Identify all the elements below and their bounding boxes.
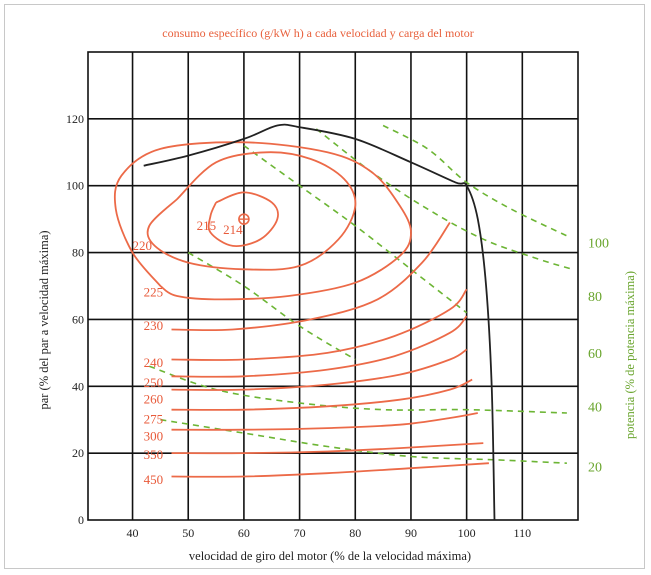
plot-border	[87, 51, 579, 521]
consumption-contour	[113, 141, 412, 301]
y-tick-label: 100	[66, 179, 84, 193]
contour-label: 250	[144, 375, 164, 390]
contour-label: 350	[144, 447, 164, 462]
consumption-contour	[171, 378, 473, 411]
y-tick-label: 120	[66, 112, 84, 126]
consumption-contour	[171, 462, 489, 478]
contour-label: 260	[144, 392, 164, 407]
consumption-contour	[207, 191, 279, 248]
x-tick-label: 40	[127, 526, 139, 540]
y-tick-label: 20	[72, 446, 84, 460]
x-tick-label: 100	[458, 526, 476, 540]
consumption-contour	[171, 221, 451, 332]
contour-label: 230	[144, 318, 164, 333]
iso-power-line	[187, 251, 356, 361]
contour-label: 225	[144, 285, 164, 300]
power-tick-label: 60	[588, 347, 602, 362]
y-tick-label: 80	[72, 246, 84, 260]
x-tick-label: 60	[238, 526, 250, 540]
contour-label: 450	[144, 472, 164, 487]
optimum-label: 214	[223, 222, 243, 237]
consumption-contour	[171, 442, 484, 455]
consumption-contour	[171, 288, 468, 361]
consumption-contour	[171, 412, 478, 431]
contour-label: 275	[144, 412, 164, 427]
contour-label: 220	[133, 238, 153, 253]
x-tick-label: 110	[514, 526, 532, 540]
power-axis-label: potencia (% de potencia máxima)	[623, 271, 637, 439]
consumption-contour	[146, 151, 357, 271]
contour-label: 300	[144, 428, 164, 443]
x-tick-label: 70	[294, 526, 306, 540]
x-tick-label: 80	[349, 526, 361, 540]
x-axis-label: velocidad de giro del motor (% de la vel…	[189, 549, 471, 563]
consumption-contour	[171, 348, 468, 391]
max-torque-curve	[143, 123, 496, 521]
y-tick-label: 0	[78, 513, 84, 527]
iso-power-line	[243, 144, 468, 314]
contour-label: 240	[144, 355, 164, 370]
iso-power-line	[382, 124, 568, 237]
x-tick-label: 90	[405, 526, 417, 540]
power-tick-label: 40	[588, 400, 602, 415]
consumption-contour	[171, 315, 468, 378]
power-tick-label: 80	[588, 290, 602, 305]
y-tick-label: 40	[72, 379, 84, 393]
chart-title: consumo específico (g/kW h) a cada veloc…	[162, 26, 473, 40]
contour-label: 215	[197, 218, 217, 233]
y-axis-label: par (% del par a velocidad máxima)	[37, 230, 51, 409]
power-tick-label: 100	[588, 237, 609, 252]
x-tick-label: 50	[182, 526, 194, 540]
y-tick-label: 60	[72, 312, 84, 326]
chart-frame	[4, 4, 645, 569]
power-tick-label: 20	[588, 461, 602, 476]
